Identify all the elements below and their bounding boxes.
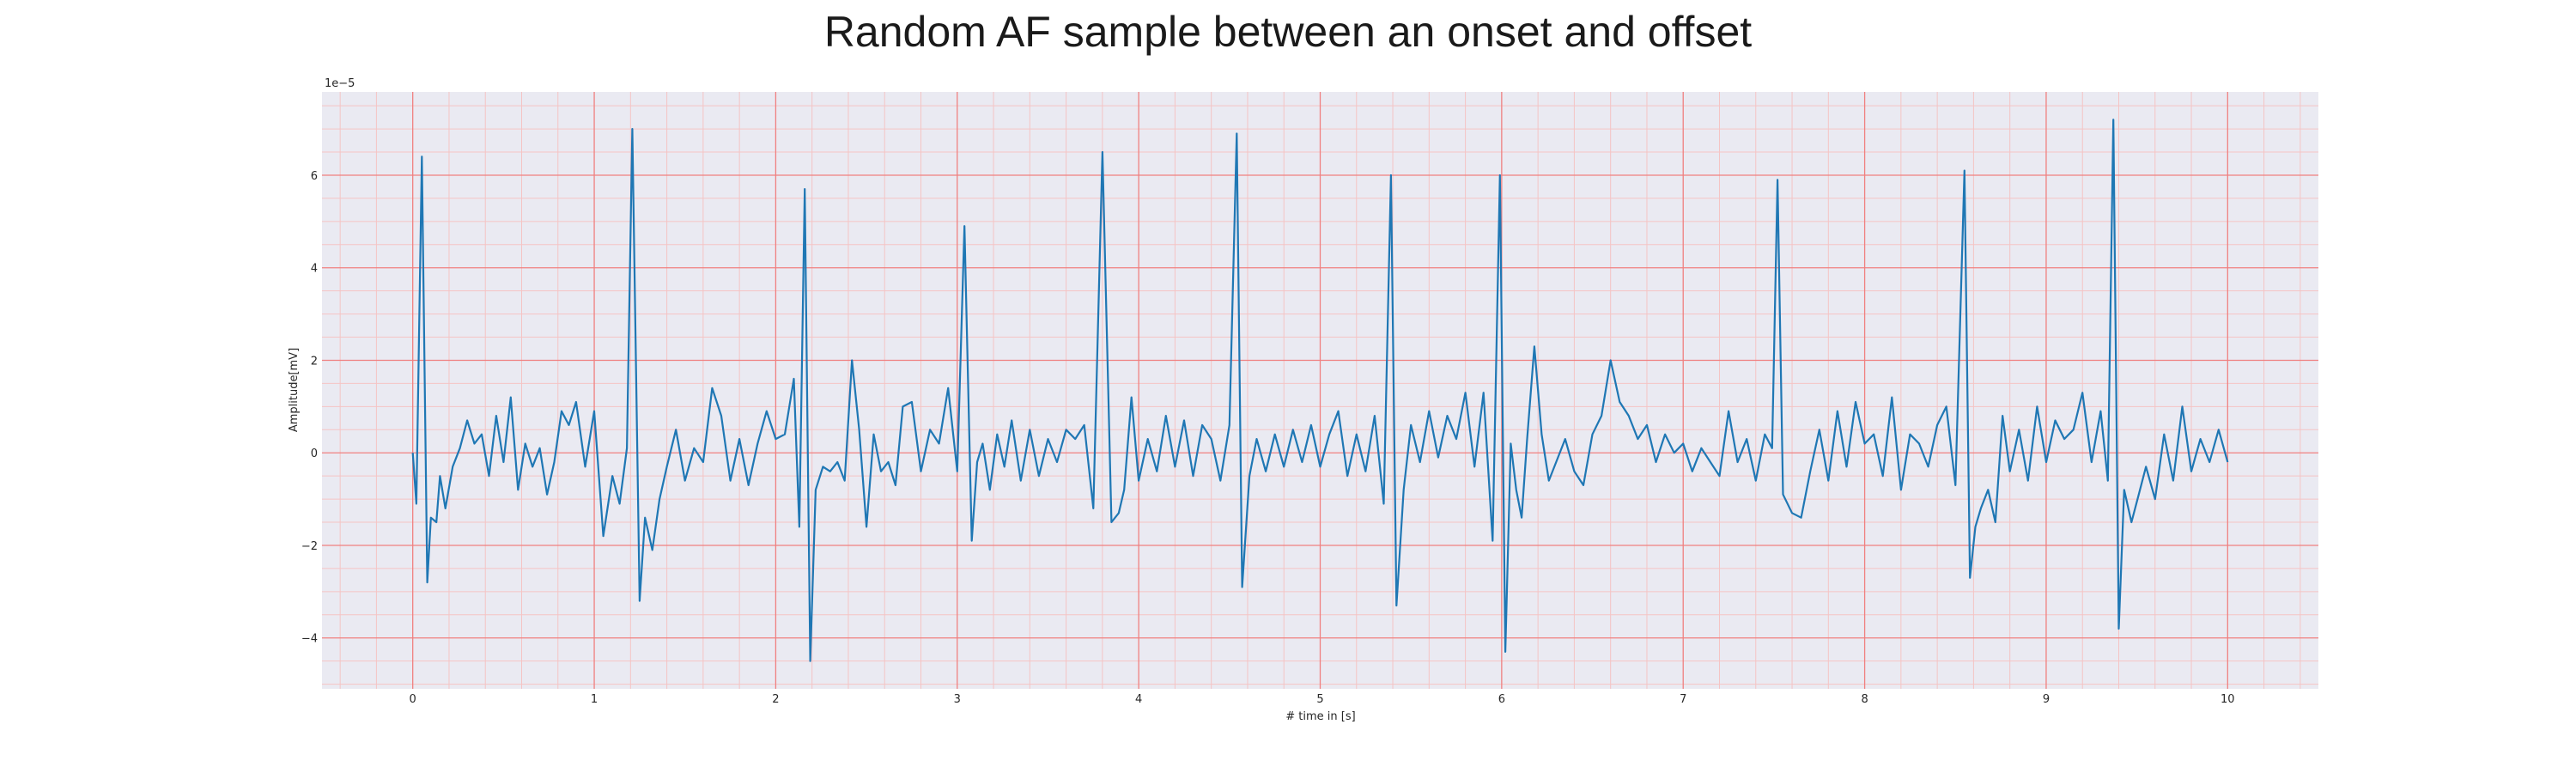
y-tick-label: −2 xyxy=(301,540,318,553)
y-tick-label: 6 xyxy=(311,170,318,183)
x-tick-label: 6 xyxy=(1498,693,1505,706)
x-tick-label: 1 xyxy=(591,693,598,706)
signal-line xyxy=(411,119,2229,662)
x-axis: 0 1 2 3 4 5 6 7 8 9 10 xyxy=(410,693,2235,706)
x-tick-label: 2 xyxy=(772,693,779,706)
y-tick-label: 4 xyxy=(311,263,318,276)
y-tick-label: −4 xyxy=(301,633,318,646)
x-tick-label: 7 xyxy=(1680,693,1686,706)
x-tick-label: 10 xyxy=(2221,693,2235,706)
chart-title: Random AF sample between an onset and of… xyxy=(823,8,1753,56)
y-axis-label: Amplitude[mV] xyxy=(288,348,301,432)
major-grid xyxy=(322,92,2318,689)
y-tick-label: 0 xyxy=(311,447,318,460)
y-axis: −4 −2 0 2 4 6 xyxy=(301,170,318,646)
x-tick-label: 8 xyxy=(1861,693,1868,706)
y-offset-label: 1e−5 xyxy=(325,77,355,90)
x-tick-label: 3 xyxy=(954,693,961,706)
y-tick-label: 2 xyxy=(311,355,318,368)
x-tick-label: 4 xyxy=(1135,693,1142,706)
x-tick-label: 0 xyxy=(410,693,416,706)
x-tick-label: 5 xyxy=(1316,693,1323,706)
x-tick-label: 9 xyxy=(2043,693,2050,706)
x-axis-label: # time in [s] xyxy=(1285,710,1355,723)
